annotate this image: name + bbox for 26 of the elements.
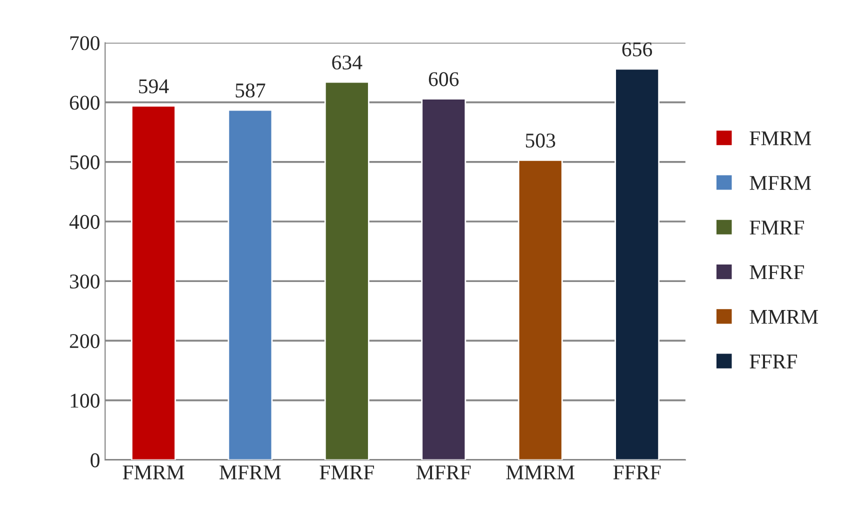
y-tick-label: 100 — [70, 394, 100, 408]
data-label: 587 — [236, 83, 266, 98]
y-tick-label: 400 — [69, 214, 100, 229]
x-tick-label: MMRM — [506, 466, 574, 480]
x-tick-label: FMRF — [320, 466, 374, 480]
x-tick-label: FMRM — [122, 466, 184, 480]
legend-label: FMRM — [750, 131, 812, 146]
x-tick-label: FFRF — [613, 466, 661, 480]
x-tick-label: MFRF — [416, 466, 471, 480]
y-tick-label: 300 — [70, 274, 100, 289]
data-label: 503 — [526, 134, 556, 148]
legend-label: FMRF — [750, 220, 804, 234]
y-tick-label: 200 — [70, 334, 100, 348]
data-label: 634 — [332, 56, 362, 70]
legend-label: MMRM — [750, 310, 818, 324]
y-tick-label: 700 — [70, 36, 100, 50]
y-tick-label: 600 — [70, 96, 100, 110]
y-tick-label: 0 — [90, 453, 100, 468]
legend-label: FFRF — [750, 354, 798, 368]
legend-label: MFRM — [750, 176, 812, 190]
data-label: 594 — [139, 79, 169, 94]
x-tick-label: MFRM — [220, 466, 281, 480]
y-tick-label: 500 — [70, 155, 100, 170]
data-label: 656 — [622, 42, 652, 56]
data-label: 606 — [428, 72, 459, 86]
legend-label: MFRF — [750, 265, 804, 280]
